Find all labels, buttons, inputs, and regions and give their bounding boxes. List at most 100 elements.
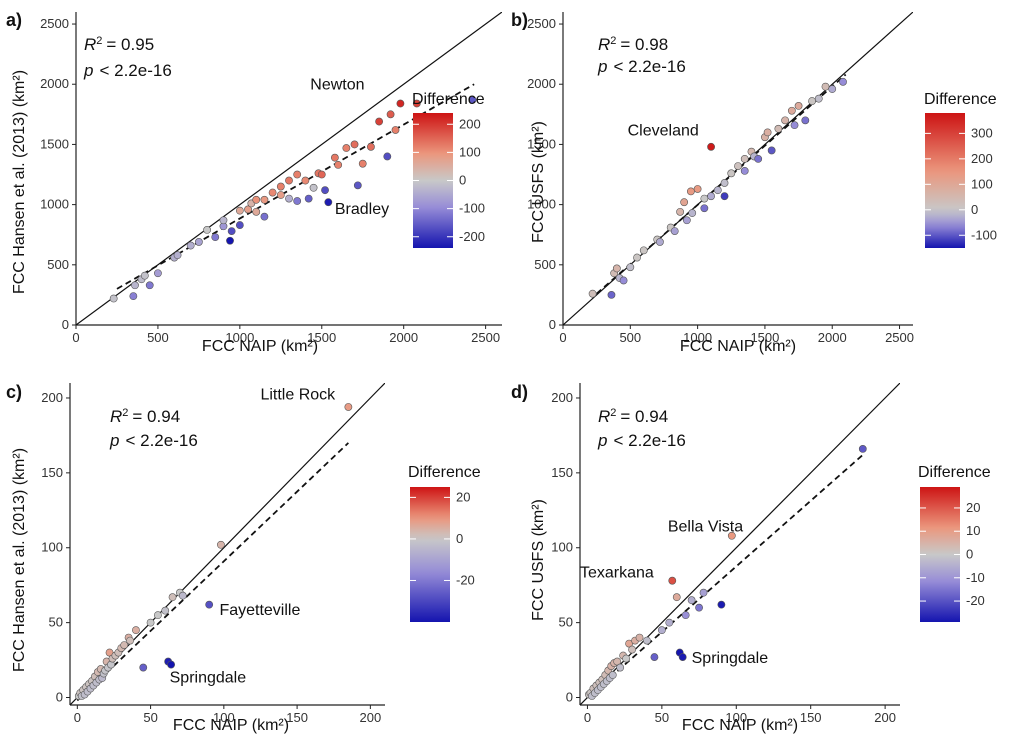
data-point bbox=[146, 618, 155, 627]
data-point bbox=[173, 251, 182, 260]
legend-tick-label: 100 bbox=[459, 144, 481, 159]
data-point bbox=[656, 238, 664, 246]
data-point bbox=[676, 207, 685, 216]
data-point bbox=[700, 204, 709, 213]
legend-tick-label: 20 bbox=[966, 500, 980, 515]
legend-tick-label: 100 bbox=[971, 176, 993, 191]
data-point bbox=[616, 663, 625, 672]
data-point bbox=[252, 207, 261, 216]
data-point bbox=[358, 159, 367, 168]
data-point bbox=[720, 192, 729, 201]
data-point bbox=[657, 626, 666, 635]
data-point bbox=[754, 154, 763, 163]
legend-tick-label: -200 bbox=[459, 229, 485, 244]
x-axis-label: FCC NAIP (km²) bbox=[682, 717, 798, 734]
data-point bbox=[211, 233, 220, 242]
y-tick-label: 2500 bbox=[527, 16, 556, 31]
x-tick-label: 500 bbox=[147, 330, 169, 345]
data-point bbox=[801, 116, 810, 125]
data-point bbox=[131, 281, 139, 290]
colorbar bbox=[413, 113, 453, 248]
x-tick-label: 150 bbox=[286, 710, 308, 725]
data-point bbox=[707, 142, 715, 151]
y-tick-label: 50 bbox=[49, 615, 63, 630]
y-tick-label: 2000 bbox=[527, 76, 556, 91]
x-tick-label: 0 bbox=[72, 330, 79, 345]
y-axis-label: FCC USFS (km²) bbox=[530, 121, 547, 243]
data-point bbox=[342, 144, 351, 152]
legend-title: Difference bbox=[924, 91, 997, 108]
y-axis-label: FCC Hansen et al. (2013) (km²) bbox=[11, 448, 28, 672]
y-axis-label: FCC USFS (km²) bbox=[530, 499, 547, 621]
legend-tick-label: 200 bbox=[459, 116, 481, 131]
point-annotation: Fayetteville bbox=[219, 602, 300, 619]
data-point bbox=[828, 85, 837, 93]
y-tick-label: 1000 bbox=[527, 197, 556, 212]
x-tick-label: 100 bbox=[725, 710, 747, 725]
p-value-text: p < 2.2e-16 bbox=[109, 431, 198, 450]
data-point bbox=[700, 194, 709, 203]
data-point bbox=[681, 611, 690, 620]
legend-tick-label: -20 bbox=[966, 593, 985, 608]
data-point bbox=[285, 176, 293, 185]
point-annotation: Newton bbox=[310, 77, 364, 94]
data-point bbox=[140, 271, 149, 280]
point-annotation: Bradley bbox=[335, 201, 389, 218]
data-point bbox=[285, 194, 293, 203]
stats-annotation: R2 = 0.94 p < 2.2e-16 bbox=[597, 407, 686, 450]
data-point bbox=[203, 225, 211, 234]
stats-annotation: R2 = 0.94 p < 2.2e-16 bbox=[109, 407, 198, 450]
data-point bbox=[139, 663, 148, 672]
data-point bbox=[321, 186, 329, 195]
data-point bbox=[386, 110, 395, 119]
x-tick-label: 1000 bbox=[225, 330, 254, 345]
x-axis-label: FCC NAIP (km²) bbox=[173, 717, 289, 734]
r-squared-text: R2 = 0.94 bbox=[598, 407, 668, 426]
y-tick-label: 0 bbox=[549, 317, 556, 332]
data-point bbox=[391, 126, 400, 134]
data-point bbox=[244, 205, 252, 214]
data-point bbox=[680, 198, 689, 207]
legend-title: Difference bbox=[412, 91, 485, 108]
x-tick-label: 0 bbox=[559, 330, 566, 345]
data-point bbox=[293, 197, 302, 205]
legend-title: Difference bbox=[408, 464, 481, 481]
data-point bbox=[790, 121, 799, 130]
legend-colorbar: Difference 200 100 0 -100 -200 bbox=[412, 91, 485, 248]
panel-label: a) bbox=[6, 10, 22, 30]
data-point bbox=[268, 188, 277, 197]
data-point bbox=[626, 263, 635, 272]
data-point bbox=[235, 206, 244, 215]
data-point bbox=[334, 160, 343, 169]
y-tick-label: 200 bbox=[41, 390, 63, 405]
regression-line bbox=[76, 442, 349, 702]
data-point bbox=[235, 221, 244, 229]
legend-tick-label: 300 bbox=[971, 125, 993, 140]
panel-b: b) 0 500 1000 1500 2000 250005001000150020002… bbox=[511, 10, 997, 355]
legend-tick-label: 200 bbox=[971, 151, 993, 166]
legend-tick-label: 20 bbox=[456, 489, 470, 504]
point-annotation: Little Rock bbox=[260, 386, 336, 403]
colorbar bbox=[920, 487, 960, 622]
data-point bbox=[814, 94, 823, 103]
x-tick-label: 1000 bbox=[683, 330, 712, 345]
y-tick-label: 100 bbox=[41, 540, 63, 555]
data-point bbox=[167, 660, 175, 669]
y-tick-label: 0 bbox=[62, 317, 69, 332]
data-point bbox=[276, 191, 285, 199]
data-point bbox=[178, 591, 187, 600]
r-squared-text: R2 = 0.94 bbox=[110, 407, 180, 426]
x-tick-label: 0 bbox=[74, 710, 81, 725]
data-point bbox=[858, 444, 867, 453]
data-point bbox=[668, 576, 677, 585]
data-point bbox=[324, 198, 333, 207]
data-point bbox=[353, 181, 362, 190]
data-point bbox=[396, 99, 405, 108]
data-point bbox=[643, 636, 651, 645]
x-tick-label: 100 bbox=[213, 710, 235, 725]
data-point bbox=[695, 603, 703, 612]
data-point bbox=[678, 653, 687, 661]
data-point bbox=[639, 246, 648, 255]
data-point bbox=[205, 600, 214, 609]
data-point bbox=[468, 95, 477, 104]
